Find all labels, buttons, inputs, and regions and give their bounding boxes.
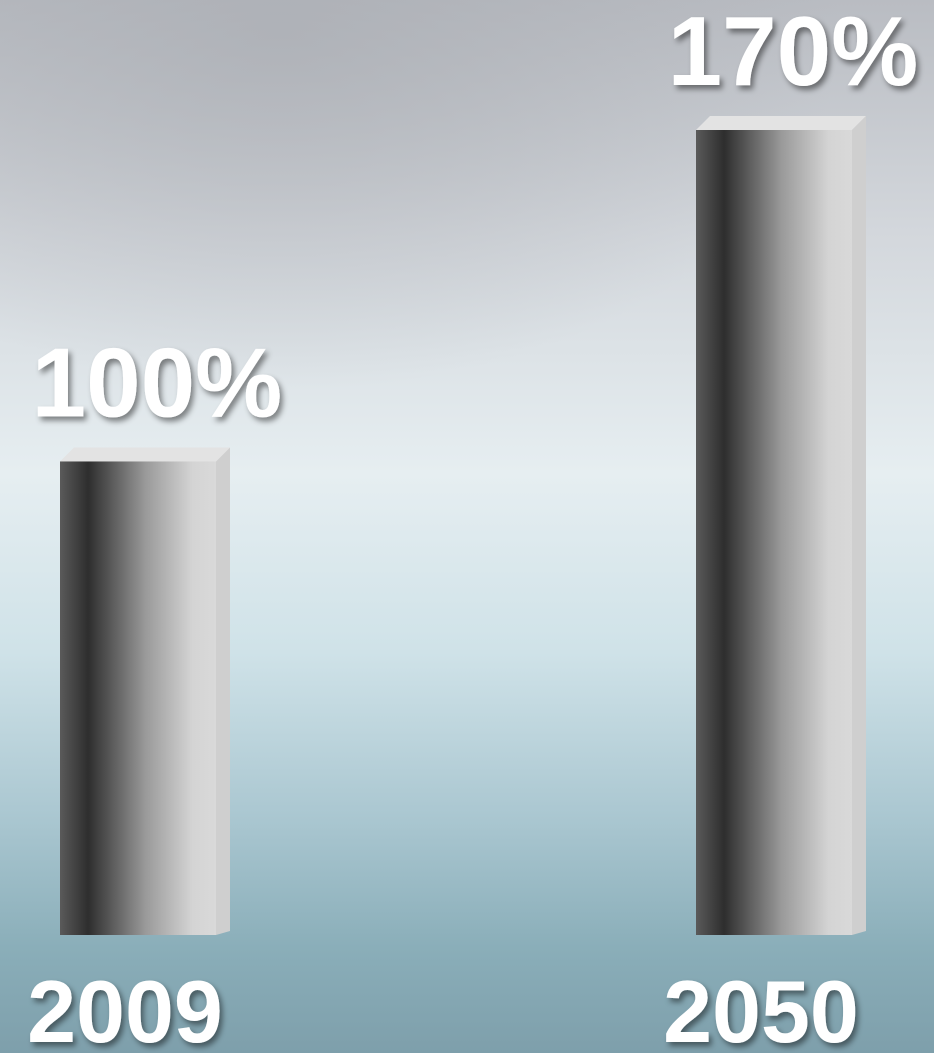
bar xyxy=(60,461,216,935)
x-tick-label: 2050 xyxy=(663,962,859,1053)
bar-top xyxy=(60,447,230,462)
x-tick-label: 2009 xyxy=(27,962,223,1053)
value-label: 100% xyxy=(32,327,283,437)
value-label: 170% xyxy=(668,0,919,106)
bar-side xyxy=(216,447,230,935)
bar-top xyxy=(696,116,866,130)
bar-side xyxy=(852,116,866,935)
bar xyxy=(696,130,852,935)
